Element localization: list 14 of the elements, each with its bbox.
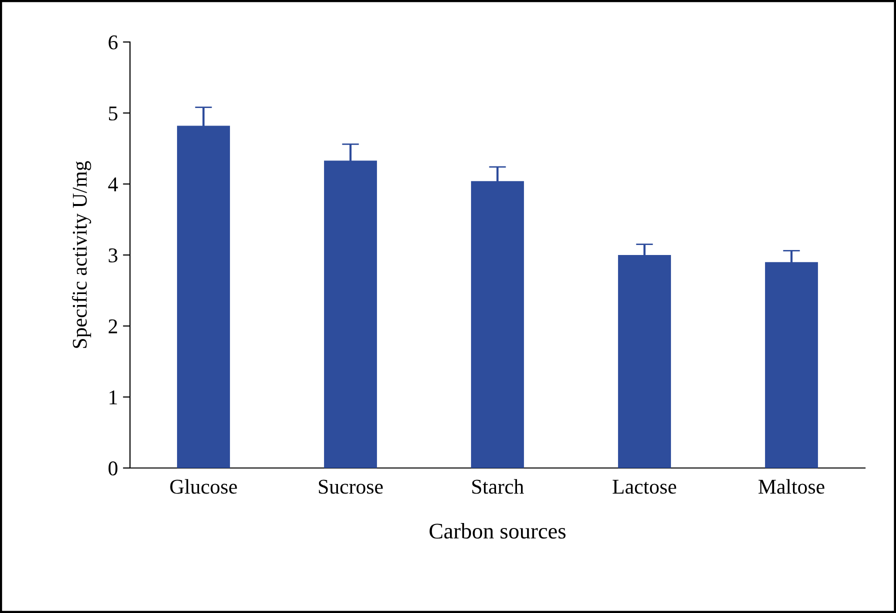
y-tick-label: 0 — [108, 461, 118, 476]
y-tick-label: 1 — [110, 390, 117, 404]
x-tick-label: Starch — [472, 479, 524, 494]
y-tick-label: 3 — [108, 248, 118, 262]
y-tick-label: 2 — [108, 319, 118, 334]
x-tick-label: Sucrose — [318, 480, 383, 494]
x-axis-title: Carbon sources — [430, 523, 566, 539]
x-tick-label: Maltose — [758, 479, 824, 494]
y-tick-label: 6 — [108, 35, 118, 50]
y-tick-label: 5 — [108, 106, 118, 120]
x-tick-label: Lactose — [612, 480, 676, 494]
x-tick-label: Glucose — [170, 479, 237, 494]
y-tick-label: 4 — [108, 178, 118, 192]
y-axis-title: Specific activity U/mg — [72, 161, 92, 348]
